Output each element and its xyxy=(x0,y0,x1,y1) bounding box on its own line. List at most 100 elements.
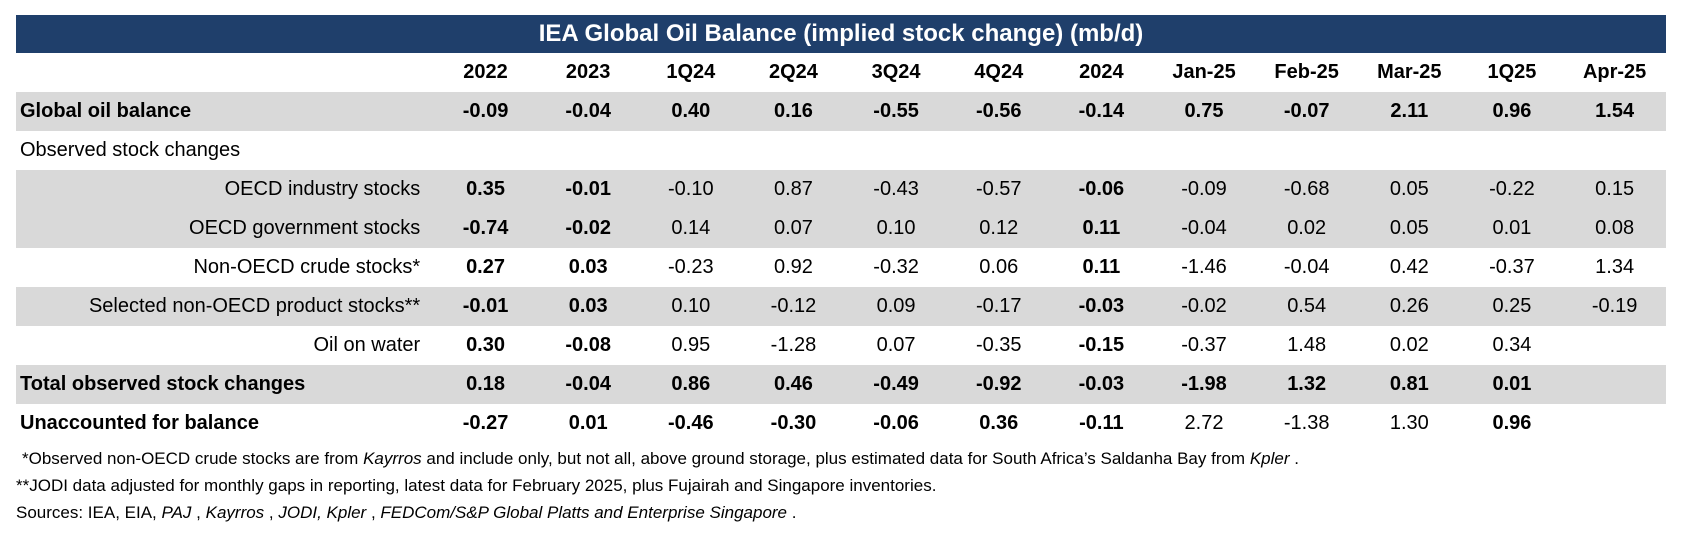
table-cell xyxy=(1563,404,1666,443)
table-cell xyxy=(537,131,640,170)
table-cell: -0.04 xyxy=(536,365,640,404)
column-header: 2Q24 xyxy=(768,61,818,83)
source-name: FEDCom/S&P Global Platts and Enterprise … xyxy=(380,503,788,522)
header-corner xyxy=(16,53,434,92)
table-cell: 0.03 xyxy=(536,287,640,326)
table-cell: 0.01 xyxy=(1460,209,1564,248)
table-cell xyxy=(947,131,1050,170)
table-cell xyxy=(1050,131,1153,170)
table-cell: -0.01 xyxy=(536,170,640,209)
table-cell: 1.32 xyxy=(1255,365,1358,404)
table-cell: -0.14 xyxy=(1050,92,1153,131)
table-cell xyxy=(1563,326,1666,365)
footnote-text: . xyxy=(1289,449,1299,468)
table-cell: -0.03 xyxy=(1050,287,1153,326)
table-cell: 1.48 xyxy=(1287,334,1327,356)
footnote-product-stocks: **JODI data adjusted for monthly gaps in… xyxy=(16,476,937,495)
table-cell: 0.03 xyxy=(568,256,608,278)
footnote-source-name: Kayrros xyxy=(363,449,422,468)
table-cell: 0.27 xyxy=(466,256,505,278)
table-cell xyxy=(640,131,743,170)
row-label: Unaccounted for balance xyxy=(20,412,259,434)
table-cell: 0.75 xyxy=(1152,92,1256,131)
table-cell: 0.16 xyxy=(742,92,845,131)
table-row-unaccounted-for-balance: Unaccounted for balance -0.27 0.01 -0.46… xyxy=(16,404,1666,443)
oil-balance-table: 2022 2023 1Q24 2Q24 3Q24 4Q24 2024 Jan-2… xyxy=(16,53,1666,443)
table-cell: -0.07 xyxy=(1255,92,1358,131)
table-cell: -0.12 xyxy=(742,287,845,326)
footnote-crude-stocks: *Observed non-OECD crude stocks are from… xyxy=(16,445,1666,472)
table-row-non-oecd-crude-stocks: Non-OECD crude stocks* 0.27 0.03 -0.23 0… xyxy=(16,248,1666,287)
column-header: 2024 xyxy=(1079,61,1124,83)
footnotes: *Observed non-OECD crude stocks are from… xyxy=(16,445,1666,526)
table-cell: 0.15 xyxy=(1563,170,1666,209)
table-cell: 0.09 xyxy=(844,287,948,326)
table-cell: 0.96 xyxy=(1460,92,1564,131)
table-cell: 0.10 xyxy=(639,287,743,326)
column-header: 1Q24 xyxy=(666,61,716,83)
table-row-oil-on-water: Oil on water 0.30 -0.08 0.95 -1.28 0.07 … xyxy=(16,326,1666,365)
table-cell xyxy=(1563,131,1666,170)
row-label: Selected non-OECD product stocks** xyxy=(16,287,435,326)
column-header: 2022 xyxy=(463,61,508,83)
table-cell: -0.01 xyxy=(434,287,537,326)
table-cell: -0.09 xyxy=(1152,170,1256,209)
row-label: Total observed stock changes xyxy=(16,365,435,404)
table-cell: 0.25 xyxy=(1460,287,1564,326)
table-cell xyxy=(742,131,845,170)
table-row-observed-stock-changes: Observed stock changes xyxy=(16,131,1666,170)
row-label: OECD government stocks xyxy=(16,209,435,248)
table-row-non-oecd-product-stocks: Selected non-OECD product stocks** -0.01… xyxy=(16,287,1666,326)
column-header: 2023 xyxy=(565,61,611,83)
table-cell: 0.08 xyxy=(1563,209,1666,248)
table-cell: 0.46 xyxy=(742,365,845,404)
source-name: Kayrros xyxy=(205,503,265,522)
section-label: Observed stock changes xyxy=(20,139,241,161)
table-cell: -1.38 xyxy=(1283,412,1330,434)
column-header: 1Q25 xyxy=(1487,61,1537,83)
column-header: 4Q24 xyxy=(974,61,1024,83)
footnote-text: *Observed non-OECD crude stocks are from xyxy=(22,449,364,468)
table-cell: 0.07 xyxy=(876,334,916,356)
table-cell: -0.10 xyxy=(639,170,743,209)
table-cell: 0.92 xyxy=(773,256,813,278)
table-cell: 0.01 xyxy=(568,412,608,434)
table-cell xyxy=(1153,131,1256,170)
table-cell: -0.03 xyxy=(1050,365,1153,404)
table-cell: 0.42 xyxy=(1389,256,1429,278)
table-cell: -0.43 xyxy=(844,170,948,209)
table-cell: -0.06 xyxy=(1050,170,1153,209)
sources-text: . xyxy=(787,503,797,522)
table-cell: 0.81 xyxy=(1357,365,1461,404)
source-name: JODI, Kpler xyxy=(278,503,367,522)
table-cell: -0.56 xyxy=(947,92,1051,131)
table-cell: -0.04 xyxy=(1152,209,1256,248)
table-cell: 0.11 xyxy=(1050,209,1153,248)
table-cell: 1.30 xyxy=(1389,412,1429,434)
table-cell: 1.54 xyxy=(1563,92,1666,131)
table-cell: 0.96 xyxy=(1492,412,1532,434)
table-cell: -0.06 xyxy=(873,412,919,434)
table-cell: -0.32 xyxy=(873,256,919,278)
table-cell: -0.37 xyxy=(1181,334,1227,356)
table-cell xyxy=(1563,365,1666,404)
table-cell: -1.28 xyxy=(770,334,817,356)
table-cell xyxy=(434,131,537,170)
table-cell: -1.98 xyxy=(1152,365,1256,404)
sources-text: , xyxy=(366,503,381,522)
table-cell: -0.15 xyxy=(1078,334,1125,356)
table-cell: 0.95 xyxy=(671,334,711,356)
row-label: Non-OECD crude stocks* xyxy=(193,256,421,278)
table-cell: 0.36 xyxy=(979,412,1019,434)
column-header: Jan-25 xyxy=(1172,61,1236,83)
table-cell: -0.22 xyxy=(1460,170,1564,209)
table-cell: -0.11 xyxy=(1079,412,1124,434)
row-label: Oil on water xyxy=(313,334,421,356)
table-cell: -0.35 xyxy=(975,334,1022,356)
table-cell: -0.57 xyxy=(947,170,1051,209)
table-cell xyxy=(845,131,948,170)
table-cell xyxy=(1255,131,1358,170)
sources-text: , xyxy=(191,503,206,522)
table-cell: -0.04 xyxy=(1283,256,1330,278)
table-cell: 0.10 xyxy=(844,209,948,248)
